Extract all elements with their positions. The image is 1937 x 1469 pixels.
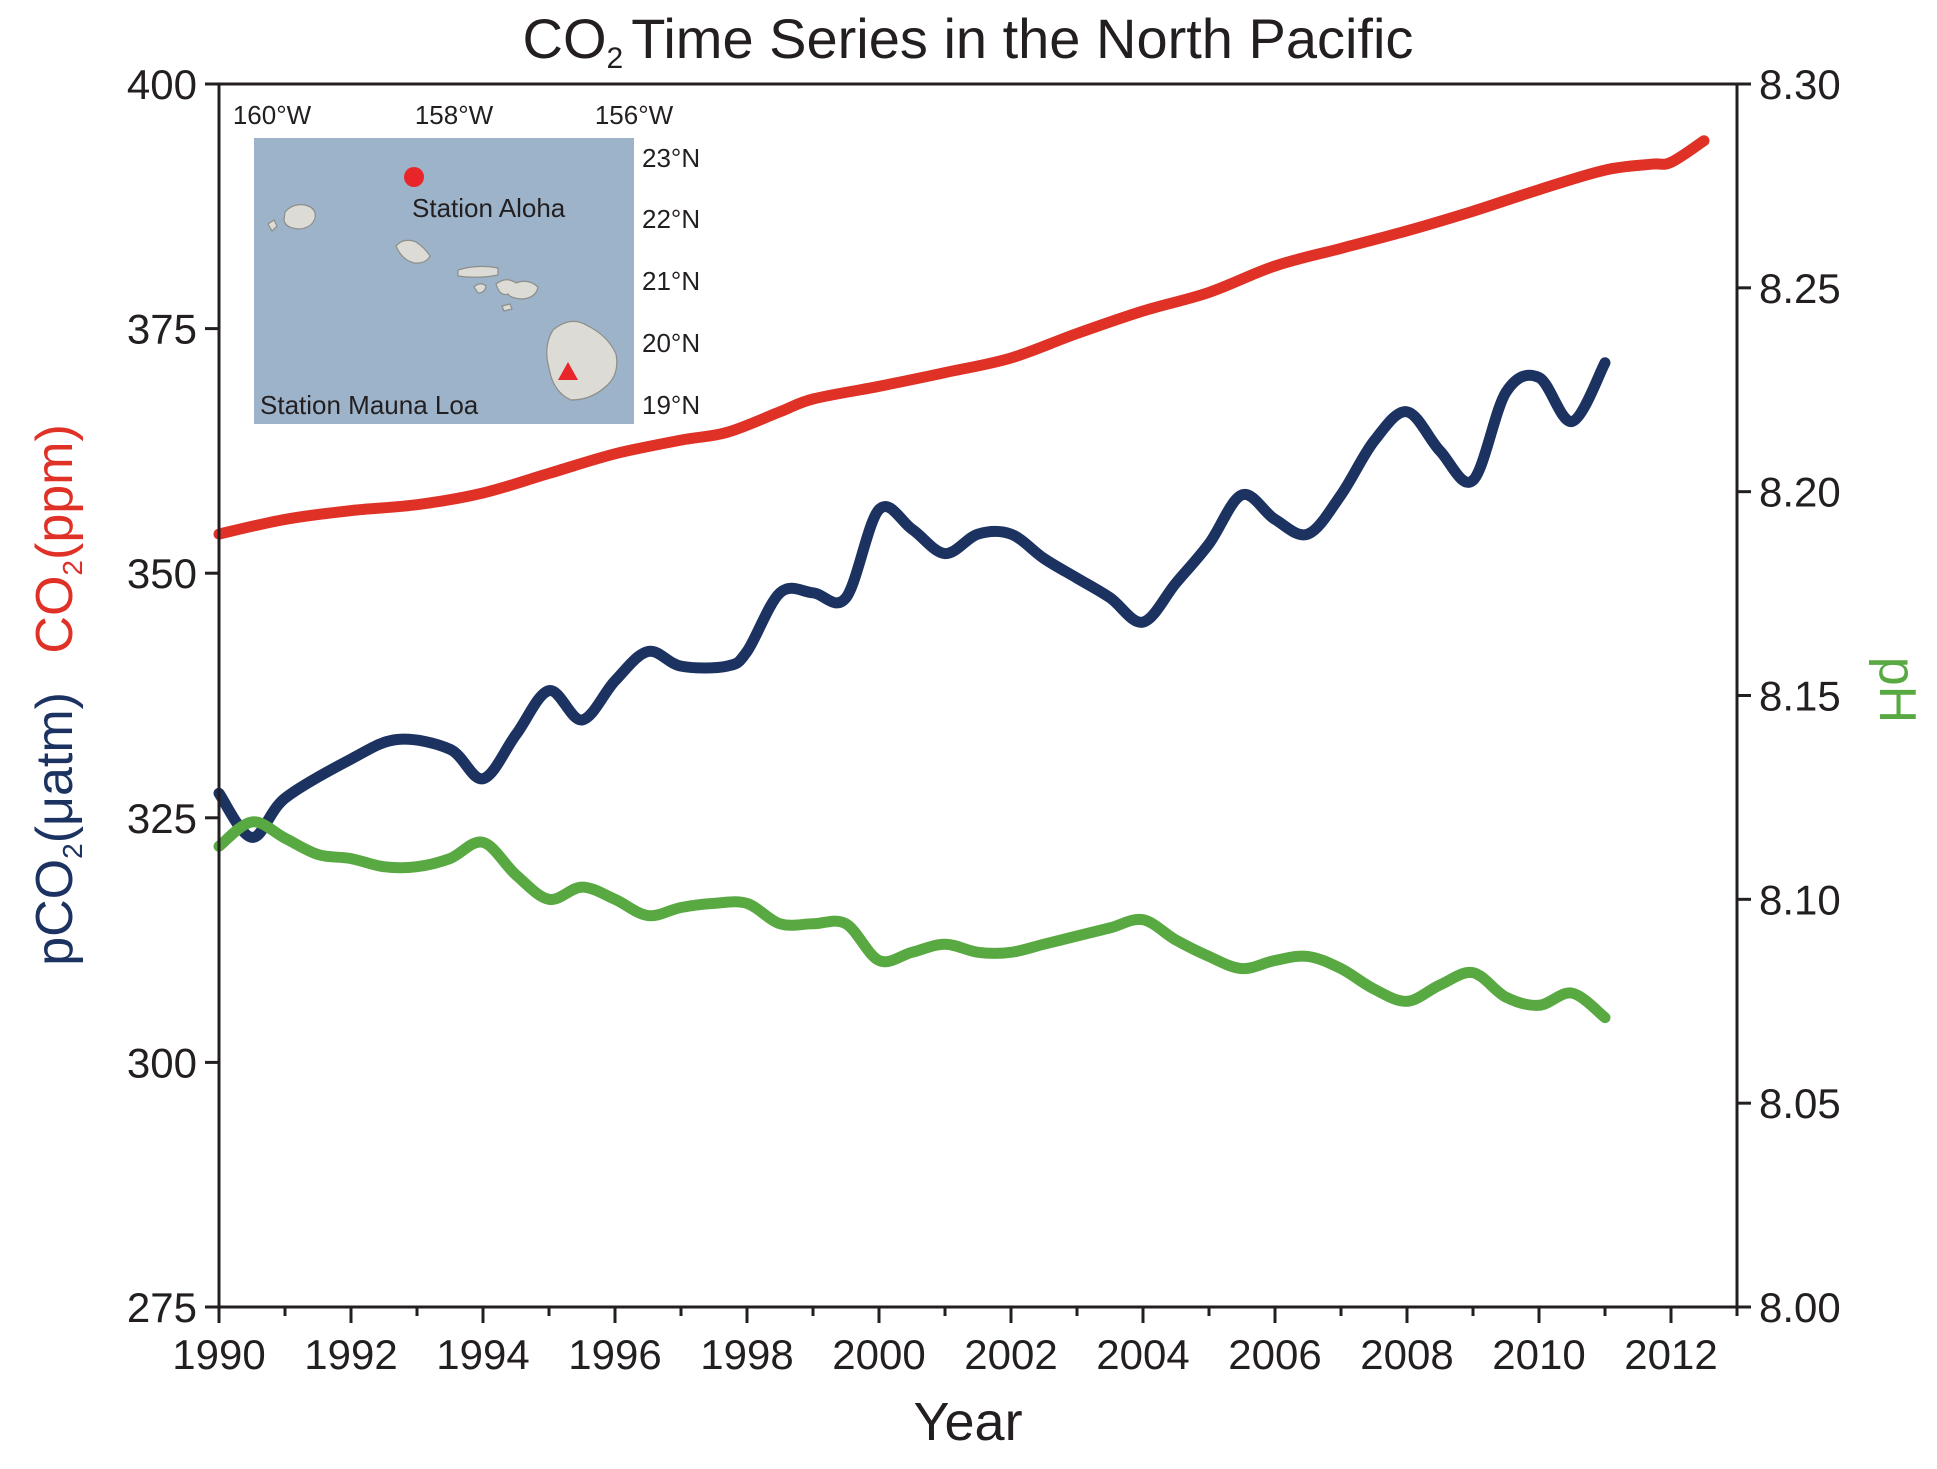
right-y-tick-label: 8.25 <box>1759 265 1841 312</box>
right-y-tick-label: 8.10 <box>1759 876 1841 923</box>
x-tick-label: 1990 <box>172 1331 265 1378</box>
station-mauna-loa-marker <box>558 362 578 380</box>
right-y-axis-ticks: 8.00 8.05 8.10 8.15 8.20 8.25 8.30 <box>1737 61 1841 1331</box>
hawaiian-islands <box>267 204 618 401</box>
right-y-axis-title: pH <box>1868 657 1926 723</box>
x-tick-label: 2006 <box>1228 1331 1321 1378</box>
x-tick-label: 2002 <box>964 1331 1057 1378</box>
x-tick-label: 2000 <box>832 1331 925 1378</box>
x-tick-label: 2004 <box>1096 1331 1189 1378</box>
inset-map: Station Aloha Station Mauna Loa 160°W 158… <box>233 100 700 424</box>
right-y-tick-label: 8.30 <box>1759 61 1841 108</box>
x-axis-ticks: 1990 1992 1994 1996 1998 2000 2002 2004 2006 2008… <box>172 1307 1739 1378</box>
map-latitude-label: 20°N <box>642 328 700 358</box>
left-y-tick-label: 300 <box>127 1039 197 1086</box>
island-kauai <box>283 204 316 230</box>
map-latitude-label: 22°N <box>642 204 700 234</box>
right-y-tick-label: 8.20 <box>1759 469 1841 516</box>
map-latitude-label: 21°N <box>642 266 700 296</box>
left-y-tick-label: 375 <box>127 306 197 353</box>
x-tick-label: 1992 <box>304 1331 397 1378</box>
island-maui <box>495 279 539 300</box>
island-oahu <box>395 239 431 264</box>
map-latitude-label: 19°N <box>642 390 700 420</box>
left-y-tick-label: 275 <box>127 1284 197 1331</box>
x-tick-label: 2008 <box>1360 1331 1453 1378</box>
map-latitude-label: 23°N <box>642 143 700 173</box>
right-y-tick-label: 8.00 <box>1759 1284 1841 1331</box>
x-tick-label: 1994 <box>436 1331 529 1378</box>
map-latitude-labels: 23°N 22°N 21°N 20°N 19°N <box>642 143 700 420</box>
series-line-ph-station-aloha <box>213 816 1611 1024</box>
map-longitude-label: 158°W <box>415 100 494 130</box>
left-y-tick-label: 400 <box>127 61 197 108</box>
pco2-axis-label: pCO2(μatm) <box>26 678 88 966</box>
island-molokai <box>457 265 499 278</box>
co2-axis-label: CO2(ppm) <box>26 424 88 653</box>
series-layer <box>213 135 1710 1024</box>
left-y-axis-ticks: 275 300 325 350 375 400 <box>127 61 219 1331</box>
map-longitude-label: 160°W <box>233 100 312 130</box>
left-y-tick-label: 350 <box>127 550 197 597</box>
x-axis-title: Year <box>913 1392 1022 1452</box>
series-line-pco2-station-aloha <box>213 357 1611 843</box>
x-tick-label: 1998 <box>700 1331 793 1378</box>
map-longitude-labels: 160°W 158°W 156°W <box>233 100 674 130</box>
island-kahoolawe <box>501 303 513 312</box>
station-aloha-label: Station Aloha <box>412 193 566 223</box>
map-longitude-label: 156°W <box>595 100 674 130</box>
right-y-tick-label: 8.15 <box>1759 673 1841 720</box>
left-y-axis-title: pCO2(μatm) CO2(ppm) <box>26 424 88 966</box>
series-line-co2-mauna-loa <box>213 135 1710 540</box>
right-y-tick-label: 8.05 <box>1759 1080 1841 1127</box>
island-niihau <box>267 219 278 232</box>
left-y-tick-label: 325 <box>127 795 197 842</box>
x-tick-label: 1996 <box>568 1331 661 1378</box>
island-hawaii <box>546 320 618 401</box>
station-aloha-marker <box>404 167 424 187</box>
x-tick-label: 2010 <box>1492 1331 1585 1378</box>
chart-title: CO2 Time Series in the North Pacific <box>523 7 1414 75</box>
island-lanai <box>473 283 487 294</box>
station-mauna-loa-label: Station Mauna Loa <box>260 390 479 420</box>
x-tick-label: 2012 <box>1624 1331 1717 1378</box>
